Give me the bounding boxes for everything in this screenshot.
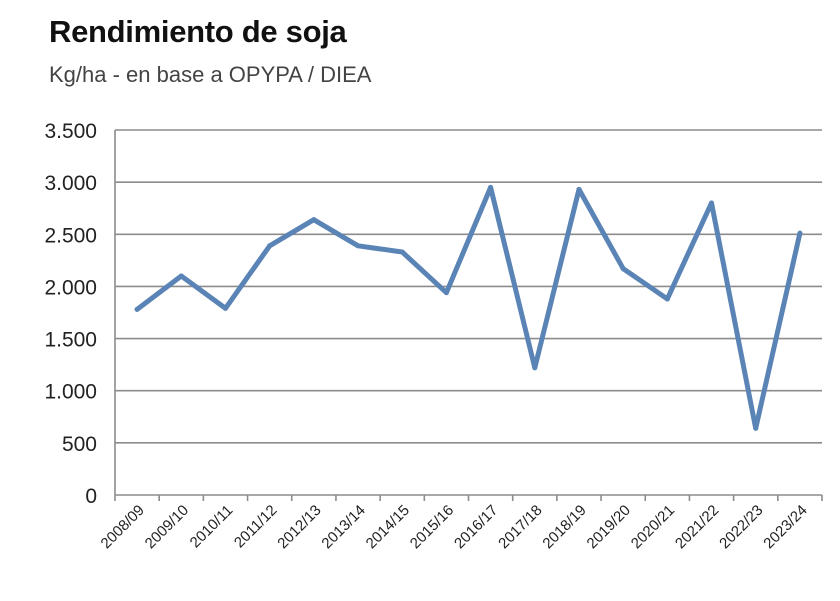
data-point [709, 200, 715, 206]
y-tick-label: 1.000 [44, 381, 97, 404]
data-point [576, 186, 582, 192]
x-tick-label: 2013/14 [318, 502, 368, 552]
chart-title: Rendimiento de soja [49, 14, 347, 49]
x-tick-label: 2010/11 [187, 502, 237, 552]
data-point [443, 290, 449, 296]
x-tick-label: 2021/22 [672, 502, 722, 552]
x-tick-label: 2018/19 [539, 502, 589, 552]
data-point [664, 296, 670, 302]
x-tick-label: 2019/20 [584, 502, 634, 552]
data-point [222, 305, 228, 311]
data-point [267, 243, 273, 249]
x-tick-label: 2015/16 [407, 502, 457, 552]
data-point [532, 365, 538, 371]
data-point [355, 243, 361, 249]
x-axis: 2008/092009/102010/112011/122012/132013/… [98, 495, 823, 552]
y-tick-label: 3.500 [44, 120, 97, 143]
data-point [797, 230, 803, 236]
x-tick-label: 2022/23 [716, 502, 766, 552]
x-tick-label: 2014/15 [363, 502, 413, 552]
x-tick-label: 2011/12 [231, 502, 281, 552]
x-tick-label: 2017/18 [495, 502, 545, 552]
y-tick-label: 2.500 [44, 224, 97, 247]
y-tick-label: 0 [85, 485, 97, 508]
y-tick-label: 1.500 [44, 329, 97, 352]
series-line [134, 184, 803, 431]
data-point [178, 273, 184, 279]
x-tick-label: 2012/13 [274, 502, 324, 552]
x-tick-label: 2008/09 [98, 502, 148, 552]
y-tick-label: 3.000 [44, 172, 97, 195]
x-tick-label: 2020/21 [628, 502, 678, 552]
y-axis: 0 500 1.000 1.500 2.000 2.500 3.000 3.500 [44, 120, 116, 508]
data-point [134, 306, 140, 312]
y-tick-label: 2.000 [44, 276, 97, 299]
data-point [311, 217, 317, 223]
y-tick-label: 500 [62, 433, 97, 456]
data-point [753, 425, 759, 431]
grid-lines [115, 129, 822, 496]
chart-subtitle: Kg/ha - en base a OPYPA / DIEA [49, 62, 372, 87]
data-point [620, 266, 626, 272]
data-point [488, 184, 494, 190]
series-group [134, 184, 803, 431]
x-tick-label: 2016/17 [451, 502, 501, 552]
x-tick-label: 2023/24 [760, 502, 810, 552]
data-point [399, 249, 405, 255]
x-tick-label: 2009/10 [142, 502, 192, 552]
